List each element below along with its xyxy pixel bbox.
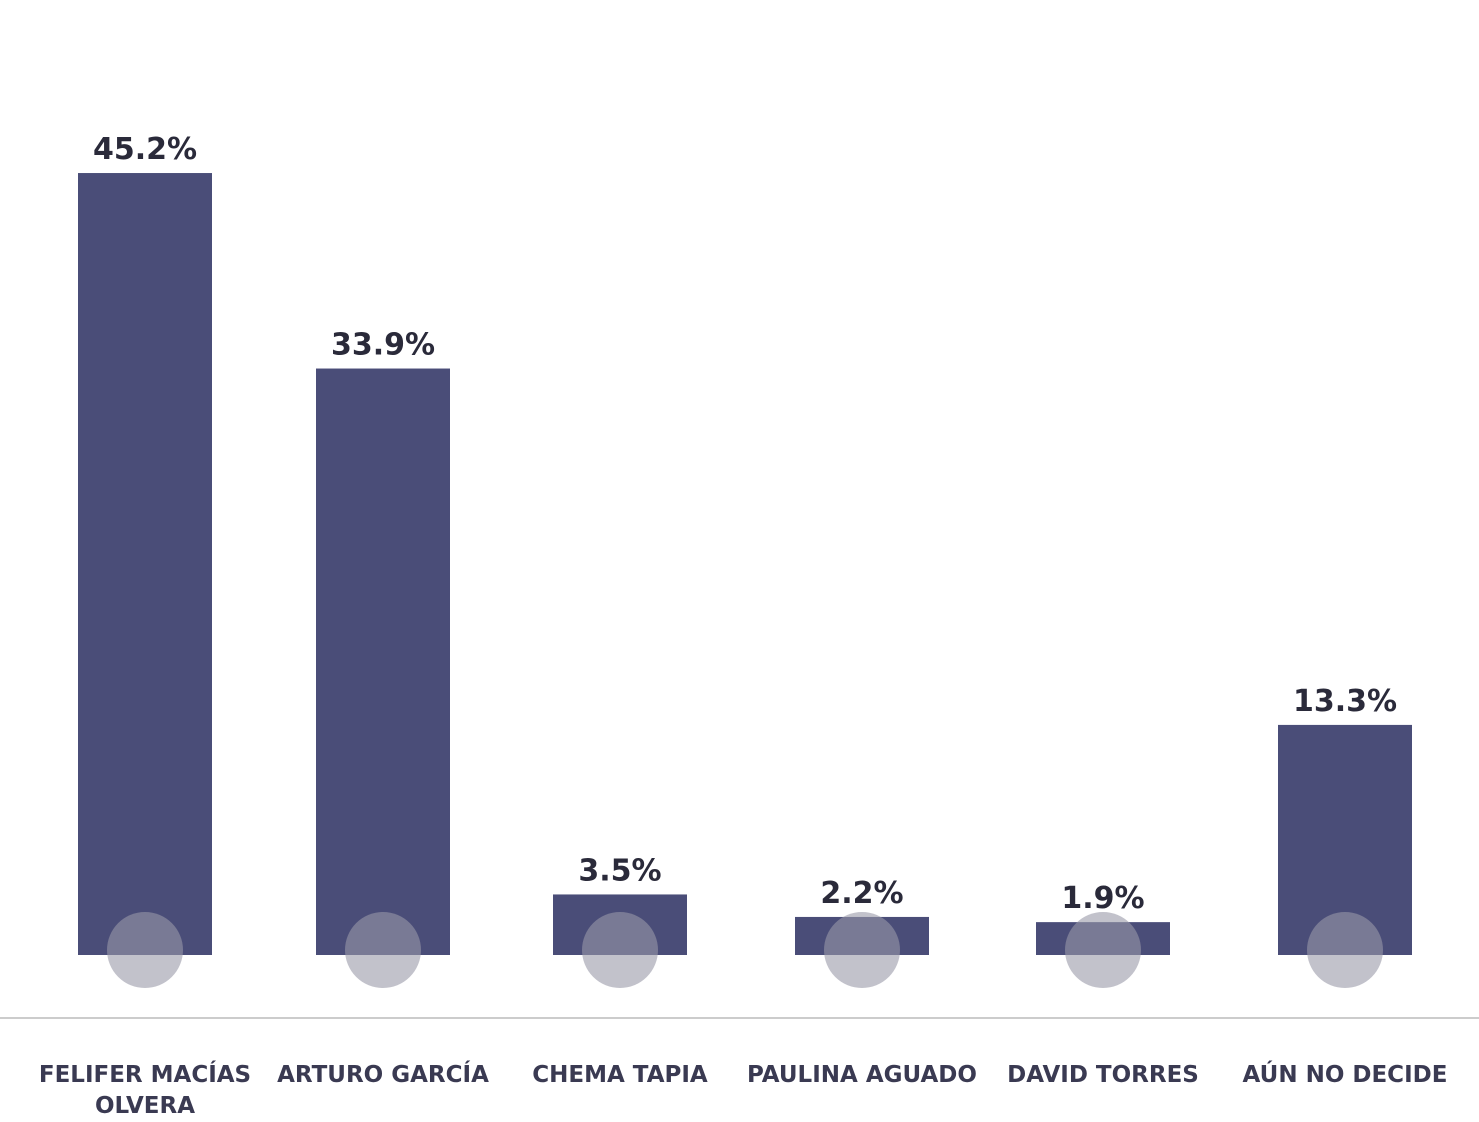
candidate-photo (345, 912, 421, 988)
page: 45.2%33.9%3.5%2.2%1.9%13.3% (() => { con… (0, 0, 1479, 1122)
category-label: AÚN NO DECIDE (1210, 1060, 1479, 1091)
value-label: 3.5% (578, 853, 661, 888)
category-label: DAVID TORRES (968, 1060, 1238, 1091)
category-label: CHEMA TAPIA (485, 1060, 755, 1091)
candidate-photo (107, 912, 183, 988)
candidate-photo (582, 912, 658, 988)
value-label: 1.9% (1061, 881, 1144, 916)
chart: 45.2% 33.9% 3.5% 2.2% 1.9% 13.3% (0, 0, 1479, 1122)
value-label: 45.2% (93, 132, 197, 167)
bar (78, 173, 212, 955)
bar (316, 369, 450, 955)
category-label: PAULINA AGUADO (727, 1060, 997, 1091)
candidate-photo (1307, 912, 1383, 988)
category-label: FELIFER MACÍAS OLVERA (10, 1060, 280, 1122)
value-label: 2.2% (820, 876, 903, 911)
value-label: 33.9% (331, 328, 435, 363)
value-label: 13.3% (1293, 684, 1397, 719)
candidate-photo (824, 912, 900, 988)
candidate-photo (1065, 912, 1141, 988)
category-label: ARTURO GARCÍA (248, 1060, 518, 1091)
